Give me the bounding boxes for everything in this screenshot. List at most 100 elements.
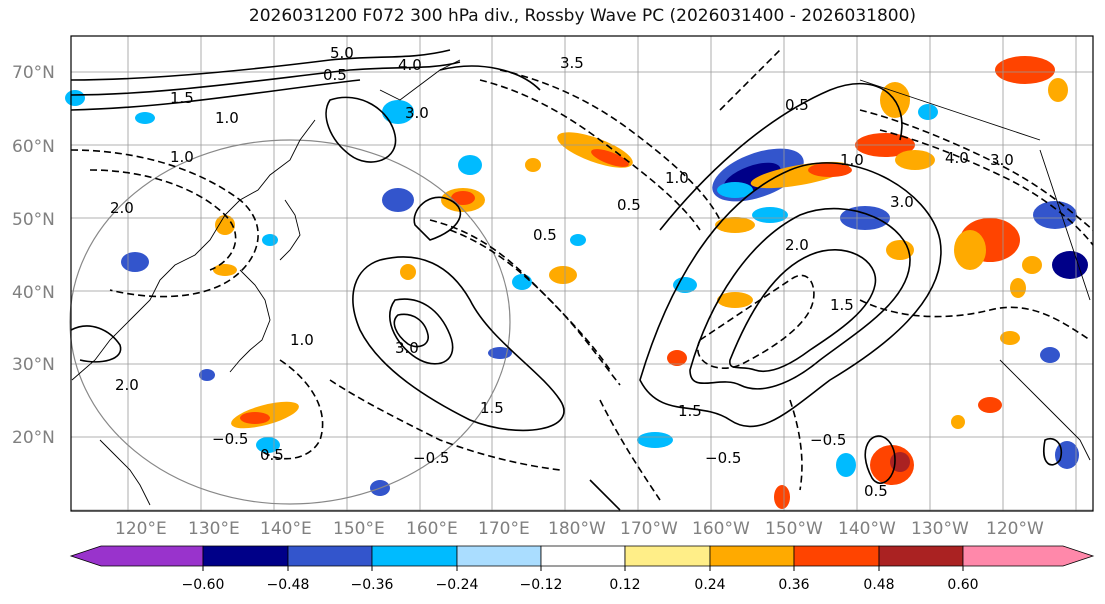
colorbar-segment xyxy=(624,545,711,567)
contour-label: 3.0 xyxy=(890,193,914,211)
shade-negative xyxy=(1052,251,1088,279)
shade-positive xyxy=(591,149,629,167)
lon-label: 120°E xyxy=(115,519,167,539)
lon-label: 130°W xyxy=(911,519,969,539)
shade-negative xyxy=(1055,441,1079,469)
colorbar-tick-label: 0.36 xyxy=(778,577,809,593)
lat-label: 60°N xyxy=(12,137,55,157)
contour-label: 4.0 xyxy=(398,56,422,74)
contour-label: 1.5 xyxy=(480,399,504,417)
contour-label: 3.0 xyxy=(395,339,419,357)
lon-label: 170°W xyxy=(620,519,678,539)
shade-positive xyxy=(1000,331,1020,345)
shade-positive xyxy=(717,292,753,308)
contour-label: −0.5 xyxy=(212,430,248,448)
lon-label: 120°W xyxy=(986,519,1044,539)
contour-label: 1.5 xyxy=(830,296,854,314)
contour-label: −0.5 xyxy=(810,431,846,449)
contour-label: 1.5 xyxy=(170,89,194,107)
contour-label: 1.0 xyxy=(170,148,194,166)
shade-positive xyxy=(978,397,1002,413)
colorbar-segment xyxy=(540,545,626,567)
shade-positive xyxy=(995,56,1055,84)
shade-positive xyxy=(715,217,755,233)
shade-positive xyxy=(808,163,852,177)
shade-negative xyxy=(382,188,414,212)
shade-negative xyxy=(717,182,753,198)
colorbar-segment xyxy=(371,545,458,567)
lon-label: 140°W xyxy=(838,519,896,539)
contour-label: 1.0 xyxy=(840,151,864,169)
map-area: 1.5 1.0 0.5 3.0 4.0 2.0 3.5 5.0 0.5 0.5 … xyxy=(65,35,1094,512)
shade-positive xyxy=(400,264,416,280)
coastlines xyxy=(71,59,1091,506)
shade-positive xyxy=(451,191,475,205)
lat-label: 20°N xyxy=(12,428,55,448)
projection-circle xyxy=(69,139,511,505)
colorbar-segment xyxy=(709,545,795,567)
shade-positive xyxy=(954,230,986,270)
contour-label: 3.5 xyxy=(560,54,584,72)
shade-positive xyxy=(774,485,790,509)
positive-contours xyxy=(70,49,1063,511)
lon-label: 180°W xyxy=(548,519,606,539)
lat-label: 70°N xyxy=(12,63,55,83)
colorbar-tick-label: 0.48 xyxy=(863,577,894,593)
contour-label: 3.0 xyxy=(405,104,429,122)
contour-label: 2.0 xyxy=(785,236,809,254)
colorbar-tick-label: −0.60 xyxy=(182,577,225,593)
lat-label: 30°N xyxy=(12,355,55,375)
contour-label: 0.5 xyxy=(533,226,557,244)
shade-negative xyxy=(1040,347,1060,363)
colorbar-tick-label: 0.12 xyxy=(609,577,640,593)
colorbar-segment xyxy=(456,545,542,567)
shade-negative xyxy=(199,369,215,381)
colorbar-tick-label: 0.24 xyxy=(694,577,725,593)
colorbar: −0.60 −0.48 −0.36 −0.24 −0.12 0.12 0.24 0.36 0.4… xyxy=(69,545,1095,593)
lat-label: 50°N xyxy=(12,210,55,230)
shade-negative xyxy=(637,432,673,448)
graticule xyxy=(71,36,1093,511)
shade-negative xyxy=(262,234,278,246)
shade-negative xyxy=(382,100,414,124)
shade-positive xyxy=(890,452,910,472)
shade-positive xyxy=(215,215,235,235)
lon-label: 170°E xyxy=(478,519,530,539)
lon-label: 160°E xyxy=(406,519,458,539)
colorbar-tick-label: −0.36 xyxy=(351,577,394,593)
negative-contours xyxy=(70,49,1094,501)
colorbar-segment xyxy=(202,545,289,567)
shade-positive xyxy=(951,415,965,429)
lon-label: 140°E xyxy=(260,519,312,539)
contour-label: 3.0 xyxy=(990,151,1014,169)
map-title: 2026031200 F072 300 hPa div., Rossby Wav… xyxy=(248,6,917,26)
shade-positive xyxy=(525,158,541,172)
contour-label: 1.5 xyxy=(678,402,702,420)
shade-negative xyxy=(1033,201,1077,229)
contour-label: 0.5 xyxy=(785,96,809,114)
contour-label: 1.0 xyxy=(215,109,239,127)
shade-negative xyxy=(918,104,938,120)
shade-positive xyxy=(895,150,935,170)
contour-label: 0.5 xyxy=(323,66,347,84)
lon-label: 150°W xyxy=(765,519,823,539)
colorbar-tick-label: 0.60 xyxy=(947,577,978,593)
contour-label: 0.5 xyxy=(864,482,888,500)
colorbar-tick-label: −0.48 xyxy=(267,577,310,593)
contour-label: 1.0 xyxy=(665,169,689,187)
shade-negative xyxy=(570,234,586,246)
shade-positive xyxy=(1022,256,1042,274)
colorbar-segment xyxy=(69,545,204,567)
colorbar-segment xyxy=(962,545,1095,567)
shade-negative xyxy=(836,453,856,477)
colorbar-segment xyxy=(878,545,964,567)
colorbar-tick-label: −0.24 xyxy=(436,577,479,593)
lon-label: 150°E xyxy=(333,519,385,539)
contour-label: 1.0 xyxy=(290,331,314,349)
shade-positive xyxy=(240,412,270,424)
contour-label: 2.0 xyxy=(115,376,139,394)
contour-label: −0.5 xyxy=(413,449,449,467)
shade-negative xyxy=(458,155,482,175)
contour-label: 4.0 xyxy=(945,149,969,167)
